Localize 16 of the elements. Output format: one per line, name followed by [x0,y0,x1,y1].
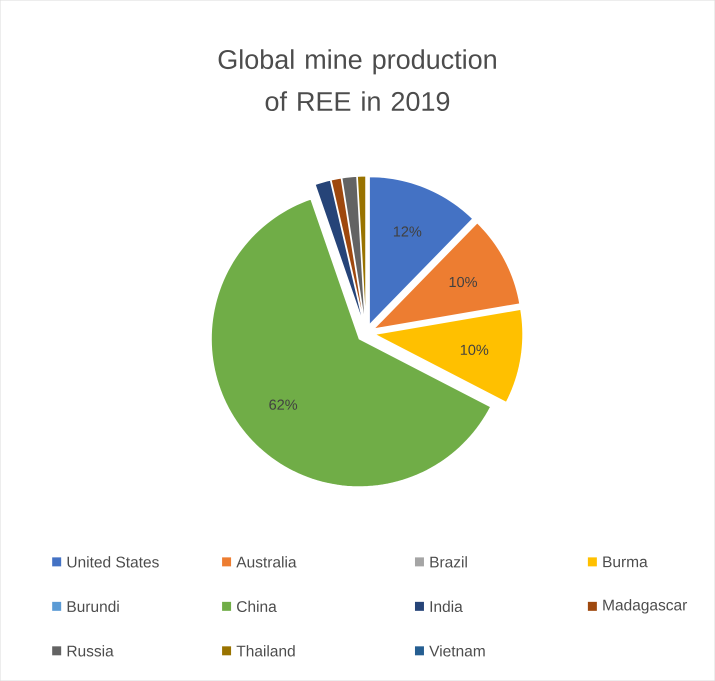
legend-label: Brazil [430,556,467,568]
data-label: 62% [269,400,298,410]
legend-label: Australia [236,556,297,568]
legend-label: China [237,600,277,612]
legend-label: Thailand [236,645,295,657]
legend-label: Burma [603,556,648,568]
legend-label: Russia [68,645,114,657]
chart-title: Global mine production of REE in 2019 [218,49,496,112]
legend-label: Madagascar [603,599,688,614]
legend-label: India [430,600,463,612]
legend-label: United States [68,556,159,568]
legend-label: Burundi [68,600,119,612]
legend-label: Vietnam [429,645,485,657]
data-label: 10% [450,276,477,288]
data-label: 10% [460,344,488,355]
data-label: 12% [394,226,422,237]
